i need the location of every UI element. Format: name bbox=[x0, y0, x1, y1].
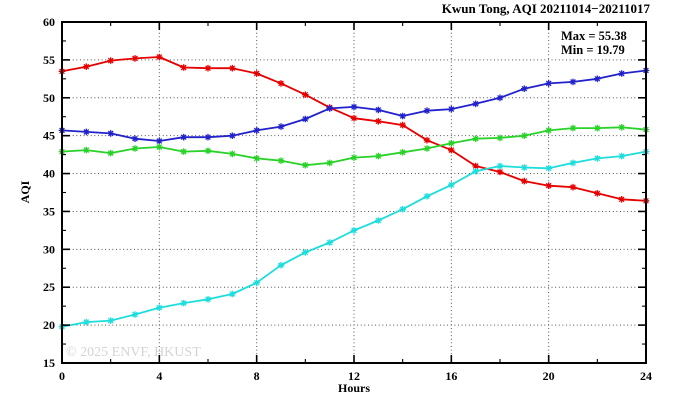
chart-title: Kwun Tong, AQI 20211014−20211017 bbox=[442, 1, 651, 16]
watermark-text: © 2025 ENVF, HKUST bbox=[66, 345, 201, 360]
tick-labels: 15 20 25 30 35 40 45 50 55 60 0 4 8 12 16 20 24 bbox=[43, 15, 652, 383]
y-tick-label: 15 bbox=[43, 356, 55, 370]
y-tick-label: 35 bbox=[43, 204, 55, 218]
x-tick-label: 0 bbox=[59, 369, 65, 383]
gridlines bbox=[62, 22, 646, 363]
y-axis-title: AQI bbox=[18, 180, 32, 203]
min-value-label: Min = 19.79 bbox=[561, 43, 625, 57]
series-markers-blue bbox=[58, 67, 650, 145]
y-tick-label: 40 bbox=[43, 167, 55, 181]
max-value-label: Max = 55.38 bbox=[561, 29, 627, 43]
data-series bbox=[58, 53, 650, 330]
axis-ticks bbox=[61, 21, 647, 364]
y-tick-label: 25 bbox=[43, 280, 55, 294]
y-tick-label: 50 bbox=[43, 91, 55, 105]
y-tick-label: 20 bbox=[43, 318, 55, 332]
x-tick-label: 16 bbox=[445, 369, 457, 383]
series-markers-cyan bbox=[58, 148, 650, 330]
x-tick-label: 4 bbox=[156, 369, 162, 383]
x-tick-label: 20 bbox=[543, 369, 555, 383]
x-tick-label: 12 bbox=[348, 369, 360, 383]
y-tick-label: 45 bbox=[43, 129, 55, 143]
x-axis-title: Hours bbox=[338, 381, 370, 395]
y-tick-label: 30 bbox=[43, 242, 55, 256]
y-tick-label: 60 bbox=[43, 15, 55, 29]
x-tick-label: 24 bbox=[640, 369, 652, 383]
series-line-cyan bbox=[61, 150, 647, 328]
x-tick-label: 8 bbox=[254, 369, 260, 383]
y-tick-label: 55 bbox=[43, 53, 55, 67]
